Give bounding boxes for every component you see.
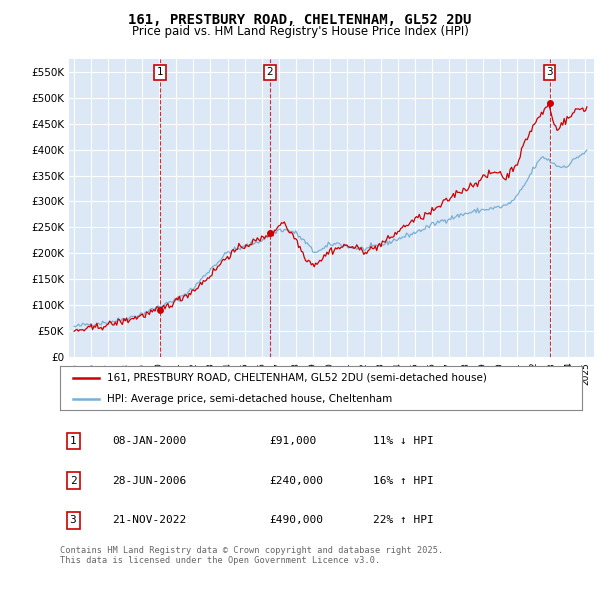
Text: £490,000: £490,000 (269, 516, 323, 526)
Text: 1: 1 (157, 67, 163, 77)
Text: 22% ↑ HPI: 22% ↑ HPI (373, 516, 434, 526)
Text: Contains HM Land Registry data © Crown copyright and database right 2025.
This d: Contains HM Land Registry data © Crown c… (60, 546, 443, 565)
Text: 28-JUN-2006: 28-JUN-2006 (112, 476, 187, 486)
Text: 2: 2 (266, 67, 273, 77)
Text: 21-NOV-2022: 21-NOV-2022 (112, 516, 187, 526)
Text: Price paid vs. HM Land Registry's House Price Index (HPI): Price paid vs. HM Land Registry's House … (131, 25, 469, 38)
Text: 08-JAN-2000: 08-JAN-2000 (112, 435, 187, 445)
Text: 16% ↑ HPI: 16% ↑ HPI (373, 476, 434, 486)
Text: 2: 2 (70, 476, 76, 486)
Text: 11% ↓ HPI: 11% ↓ HPI (373, 435, 434, 445)
Text: £91,000: £91,000 (269, 435, 316, 445)
Text: 161, PRESTBURY ROAD, CHELTENHAM, GL52 2DU: 161, PRESTBURY ROAD, CHELTENHAM, GL52 2D… (128, 13, 472, 27)
Text: HPI: Average price, semi-detached house, Cheltenham: HPI: Average price, semi-detached house,… (107, 394, 392, 404)
Text: 3: 3 (70, 516, 76, 526)
Text: 161, PRESTBURY ROAD, CHELTENHAM, GL52 2DU (semi-detached house): 161, PRESTBURY ROAD, CHELTENHAM, GL52 2D… (107, 373, 487, 383)
Text: 1: 1 (70, 435, 76, 445)
Text: 3: 3 (546, 67, 553, 77)
Text: £240,000: £240,000 (269, 476, 323, 486)
